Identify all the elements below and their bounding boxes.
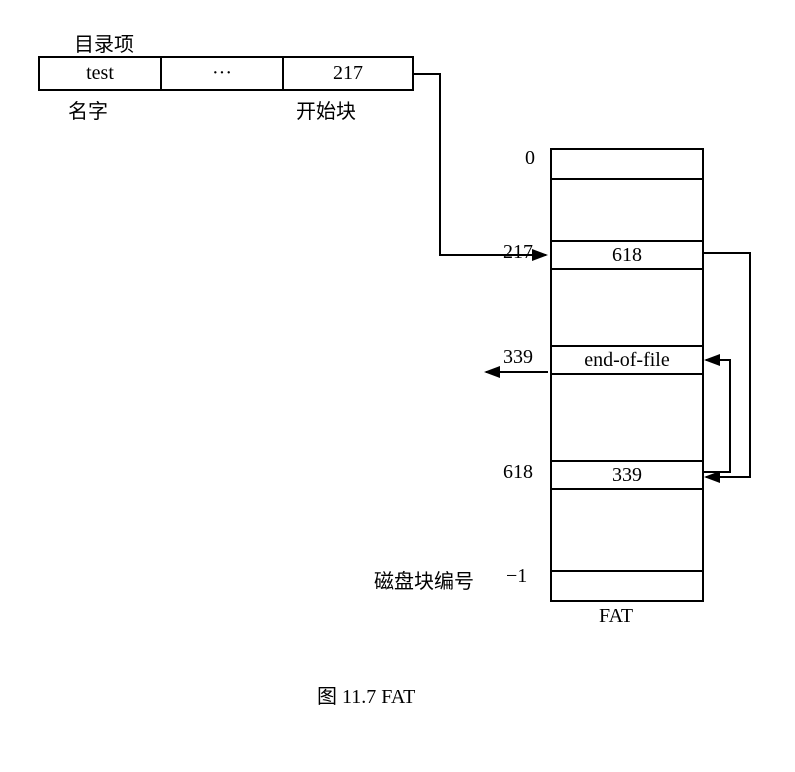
fat-row-339: end-of-file	[552, 345, 702, 375]
fat-label-0: 0	[525, 147, 535, 170]
fat-label-neg1: −1	[506, 565, 527, 588]
fat-label-618: 618	[503, 461, 533, 484]
fat-row-0	[552, 150, 702, 180]
fat-row-last	[552, 570, 702, 600]
fat-row-618: 339	[552, 460, 702, 490]
arrow-217-to-618	[702, 253, 750, 477]
dir-cell-start: 217	[283, 57, 413, 90]
fat-row-217: 618	[552, 240, 702, 270]
fat-spacer-1	[552, 270, 702, 345]
fat-diagram: 目录项 test ··· 217 名字 开始块 618 end-of-file …	[20, 20, 775, 732]
dir-cell-mid: ···	[161, 57, 283, 90]
dir-col1-label: 名字	[68, 95, 108, 124]
fat-spacer-0	[552, 180, 702, 240]
directory-table: test ··· 217	[38, 56, 414, 91]
figure-caption: 图 11.7 FAT	[317, 680, 415, 709]
fat-spacer-3	[552, 490, 702, 570]
fat-label-217: 217	[503, 241, 533, 264]
fat-title: FAT	[599, 605, 633, 628]
dir-col3-label: 开始块	[296, 95, 356, 124]
arrow-618-to-339	[702, 360, 730, 472]
fat-table: 618 end-of-file 339	[550, 148, 704, 602]
dir-header-label: 目录项	[74, 28, 134, 57]
fat-spacer-2	[552, 375, 702, 460]
dir-cell-name: test	[39, 57, 161, 90]
fat-label-339: 339	[503, 346, 533, 369]
fat-label-disk: 磁盘块编号	[374, 565, 474, 594]
